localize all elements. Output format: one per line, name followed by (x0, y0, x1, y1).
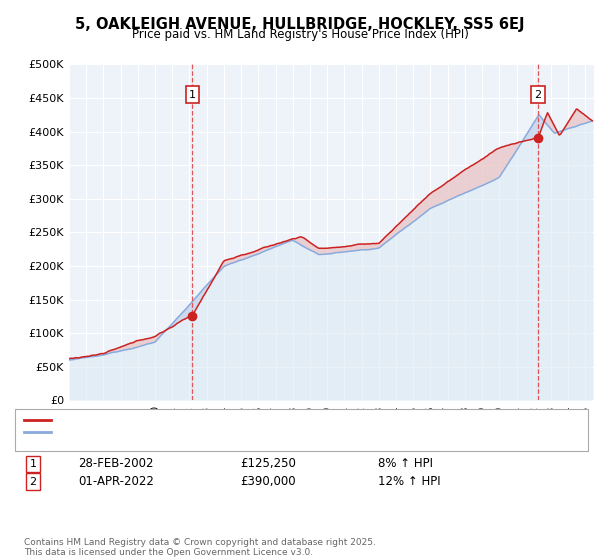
Text: £125,250: £125,250 (240, 457, 296, 470)
Text: Price paid vs. HM Land Registry's House Price Index (HPI): Price paid vs. HM Land Registry's House … (131, 28, 469, 41)
Text: £390,000: £390,000 (240, 475, 296, 488)
Text: 1: 1 (29, 459, 37, 469)
Text: HPI: Average price, semi-detached house, Rochford: HPI: Average price, semi-detached house,… (55, 427, 323, 437)
Text: Contains HM Land Registry data © Crown copyright and database right 2025.
This d: Contains HM Land Registry data © Crown c… (24, 538, 376, 557)
Text: 5, OAKLEIGH AVENUE, HULLBRIDGE, HOCKLEY, SS5 6EJ: 5, OAKLEIGH AVENUE, HULLBRIDGE, HOCKLEY,… (75, 17, 525, 32)
Text: 5, OAKLEIGH AVENUE, HULLBRIDGE, HOCKLEY, SS5 6EJ (semi-detached house): 5, OAKLEIGH AVENUE, HULLBRIDGE, HOCKLEY,… (55, 415, 465, 425)
Text: 2: 2 (29, 477, 37, 487)
Text: 28-FEB-2002: 28-FEB-2002 (78, 457, 154, 470)
Text: 1: 1 (189, 90, 196, 100)
Text: 12% ↑ HPI: 12% ↑ HPI (378, 475, 440, 488)
Text: 01-APR-2022: 01-APR-2022 (78, 475, 154, 488)
Text: 2: 2 (535, 90, 542, 100)
Text: 8% ↑ HPI: 8% ↑ HPI (378, 457, 433, 470)
